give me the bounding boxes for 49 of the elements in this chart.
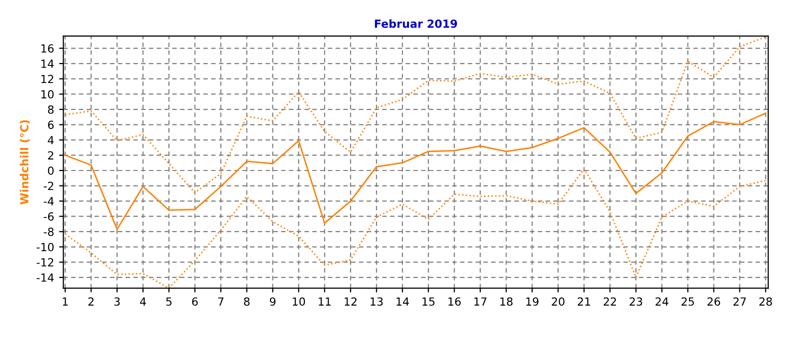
x-tick-label: 17 [474,298,486,306]
y-tick-label: -8 [44,228,54,236]
y-tick-label: -10 [36,242,54,252]
x-tick-label: 27 [733,297,746,306]
y-tick-label: 12 [41,74,54,84]
x-tick-label: 22 [604,297,616,306]
x-tick-label: 28 [759,297,772,306]
x-tick-label: 2 [88,297,94,306]
line-series [64,112,766,230]
y-tick-label: 6 [48,120,54,130]
line-series [64,36,766,194]
chart-title: Februar 2019 [374,19,457,28]
x-tick-label: 1 [62,298,68,306]
x-tick-label: 4 [140,298,146,306]
x-tick-label: 9 [270,297,276,306]
y-tick-label: 0 [48,166,54,175]
x-tick-label: 20 [552,297,564,306]
y-axis-title: Windchill (°C) [20,120,30,205]
y-tick-label: 14 [41,60,54,68]
y-tick-label: 4 [48,136,54,144]
x-tick-label: 23 [630,297,642,306]
x-tick-label: 12 [344,297,357,306]
y-tick-label: -2 [44,182,54,190]
x-tick-label: 18 [500,297,513,306]
x-tick-label: 26 [708,297,720,306]
y-tick-label: -12 [36,258,54,266]
y-tick-label: 16 [41,44,54,53]
x-tick-label: 8 [244,297,250,306]
x-tick-label: 13 [370,297,383,306]
y-tick-label: -4 [44,197,54,206]
x-tick-label: 21 [578,297,590,306]
x-tick-label: 10 [292,297,305,306]
x-tick-label: 6 [192,297,198,306]
y-tick-label: -6 [44,212,54,221]
y-tick-label: 2 [48,151,54,160]
x-tick-label: 15 [422,298,434,306]
x-tick-label: 24 [656,297,668,306]
x-tick-label: 19 [526,297,538,306]
x-tick-label: 5 [166,298,172,306]
x-tick-label: 11 [318,298,331,306]
x-tick-label: 14 [396,298,409,306]
y-tick-label: 10 [41,90,54,98]
x-tick-label: 16 [448,297,461,306]
y-tick-label: -14 [36,274,54,282]
x-tick-label: 3 [114,297,120,306]
line-series [64,168,766,288]
y-tick-label: 8 [48,105,54,114]
x-tick-label: 7 [218,298,224,306]
x-tick-label: 25 [682,297,694,306]
